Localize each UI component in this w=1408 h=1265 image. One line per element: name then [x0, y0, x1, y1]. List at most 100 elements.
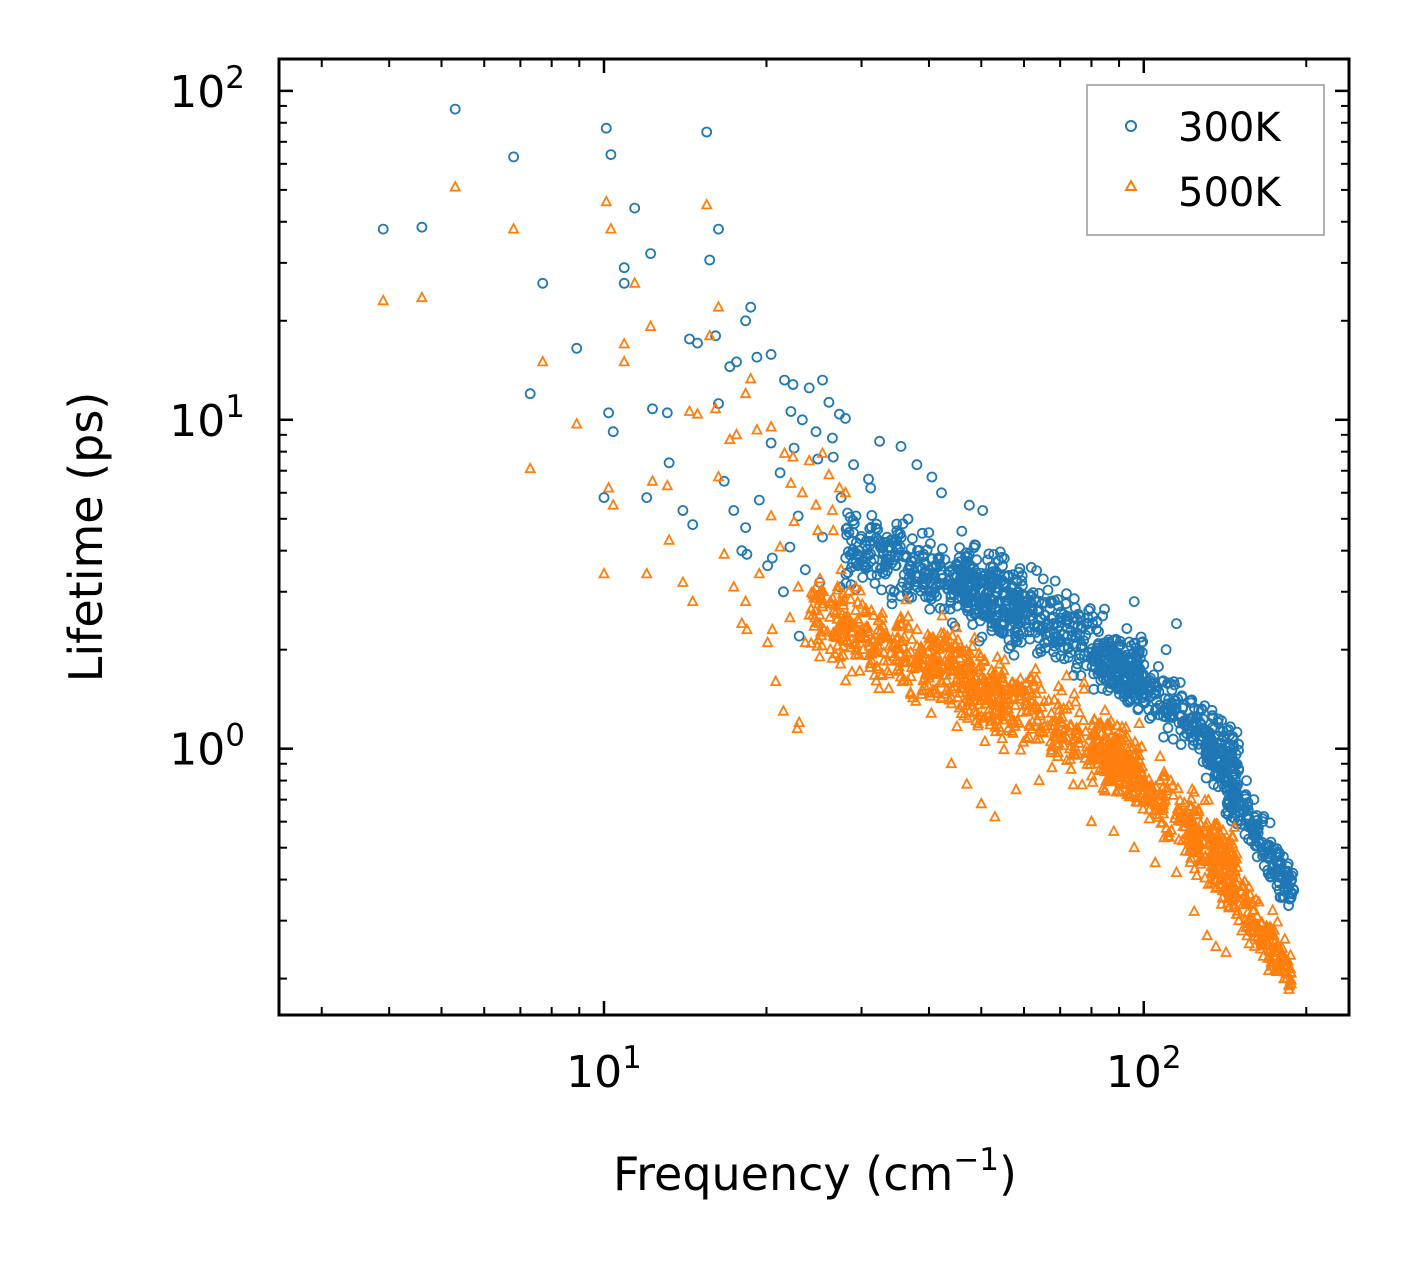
point-300k [1049, 575, 1061, 587]
point-300k [788, 442, 800, 454]
point-500k [945, 756, 958, 769]
point-500k [822, 467, 835, 480]
point-300k [827, 432, 838, 444]
point-300k [751, 351, 763, 363]
point-500k [1160, 821, 1173, 833]
point-500k [1014, 672, 1027, 684]
point-500k [1172, 805, 1185, 817]
point-500k [1129, 747, 1142, 759]
point-500k [735, 616, 748, 628]
point-300k [1101, 658, 1113, 669]
point-500k [963, 694, 976, 706]
point-500k [836, 622, 849, 634]
y-tick-label: 102 [169, 60, 245, 118]
point-500k [904, 645, 917, 657]
point-300k [990, 568, 1001, 580]
point-300k [869, 577, 881, 589]
point-500k [1088, 713, 1101, 725]
point-500k [1243, 936, 1256, 949]
point-500k [978, 734, 991, 746]
point-500k [855, 631, 867, 643]
point-500k [1014, 743, 1027, 755]
point-300k [1031, 565, 1042, 576]
point-500k [890, 618, 903, 630]
point-300k [1016, 575, 1028, 587]
point-300k [983, 548, 995, 560]
point-500k [989, 677, 1002, 689]
point-500k [978, 653, 991, 665]
point-500k [1209, 850, 1222, 862]
point-500k [829, 606, 842, 618]
point-300k [1114, 635, 1126, 647]
point-500k [995, 667, 1008, 679]
point-500k [712, 300, 725, 312]
point-300k [1012, 591, 1024, 603]
point-500k [1215, 872, 1228, 884]
point-500k [1057, 738, 1070, 750]
point-500k [1229, 887, 1242, 899]
point-300k [647, 403, 658, 415]
legend-marker-500k [1124, 178, 1138, 191]
point-300k [713, 223, 724, 235]
point-500k [1144, 779, 1156, 791]
point-300k [1015, 604, 1026, 616]
point-500k [415, 290, 428, 303]
point-300k [1114, 663, 1126, 675]
point-500k [1252, 895, 1265, 907]
point-500k [867, 634, 880, 646]
x-tick-label: 101 [566, 1040, 642, 1098]
point-500k [1284, 948, 1297, 960]
point-300k [641, 492, 653, 504]
point-500k [1190, 808, 1203, 820]
point-500k [661, 478, 674, 491]
point-300k [827, 451, 839, 463]
point-500k [1099, 729, 1112, 741]
point-300k [911, 459, 923, 471]
point-500k [996, 731, 1009, 743]
point-500k [1255, 915, 1268, 927]
point-300k [778, 586, 789, 598]
point-500k [971, 719, 984, 731]
point-500k [1109, 762, 1122, 775]
point-300k [1025, 562, 1037, 573]
point-500k [1036, 724, 1049, 736]
point-500k [988, 703, 1001, 715]
point-500k [1008, 719, 1021, 731]
point-500k [968, 687, 981, 699]
point-500k [1149, 794, 1162, 807]
point-500k [1257, 949, 1270, 961]
point-500k [975, 671, 987, 683]
point-500k [1240, 920, 1253, 933]
point-300k [766, 552, 778, 564]
y-axis-label: Lifetime (ps) [59, 392, 113, 683]
point-500k [857, 642, 870, 654]
point-500k [1001, 682, 1014, 694]
point-500k [1250, 918, 1263, 930]
point-500k [889, 640, 902, 653]
point-500k [1002, 701, 1015, 714]
point-500k [902, 609, 915, 622]
point-300k [848, 518, 860, 529]
legend: 300K 500K [1086, 84, 1325, 236]
point-500k [1029, 662, 1042, 674]
point-500k [946, 652, 959, 664]
point-500k [709, 401, 722, 414]
point-300k [1060, 598, 1072, 610]
point-500k [449, 180, 462, 192]
point-300k [1171, 618, 1182, 629]
point-500k [784, 476, 797, 488]
point-500k [1184, 855, 1197, 867]
point-500k [973, 697, 986, 710]
point-500k [1226, 829, 1238, 841]
tick-labels: 101 102 100 101 102 [169, 60, 1181, 1098]
point-300k [835, 492, 847, 504]
point-300k [998, 553, 1010, 564]
point-300k [796, 414, 808, 426]
point-500k [870, 674, 883, 686]
point-500k [1045, 745, 1058, 758]
point-500k [1156, 768, 1169, 781]
point-300k [1217, 743, 1228, 755]
point-300k [607, 426, 619, 438]
point-500k [712, 470, 725, 482]
point-300k [882, 554, 894, 566]
